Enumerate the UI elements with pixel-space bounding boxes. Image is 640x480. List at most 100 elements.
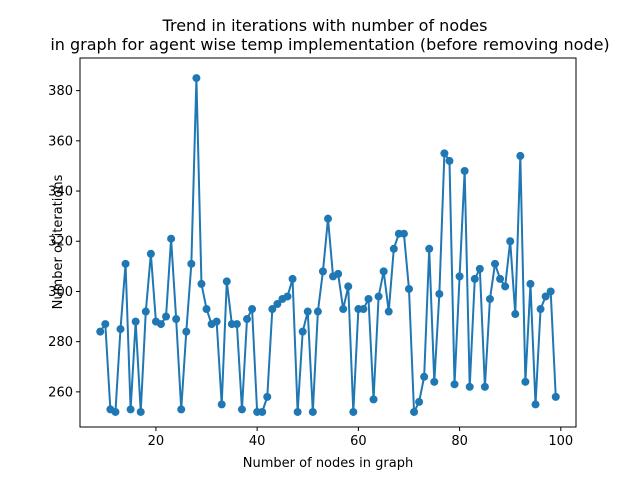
y-tick-label: 360 [48,134,73,149]
data-point [460,166,469,175]
data-point [410,407,419,416]
data-point [475,264,484,273]
data-point [374,292,383,301]
data-point [491,259,500,268]
data-point [243,315,252,324]
plot-frame [79,57,577,428]
data-point [298,327,307,336]
data-point [293,407,302,416]
series-line [99,78,557,416]
data-point [379,267,388,276]
data-point [359,305,368,314]
data-point [308,407,317,416]
data-point [172,315,181,324]
y-tick-label: 300 [48,285,73,300]
chart-title-line2: in graph for agent wise temp implementat… [50,35,609,54]
data-point [273,300,282,308]
data-point [202,305,211,314]
data-point [526,279,535,288]
data-point [485,294,494,303]
data-point [455,272,464,281]
data-point [116,325,125,334]
x-tick-label: 100 [548,434,573,449]
data-point [217,400,226,409]
data-point [440,149,449,158]
y-axis-ticks: 260 280 300 320 340 360 380 [48,84,80,400]
data-point [288,274,297,283]
data-point [450,380,459,389]
y-tick-label: 320 [48,235,73,250]
data-point [404,284,413,293]
x-tick-label: 20 [148,434,165,449]
data-point [248,305,257,314]
data-point [344,282,353,291]
data-point [187,259,196,268]
data-point [268,305,277,314]
data-point [324,214,332,223]
data-point [501,282,510,291]
data-point [126,405,135,414]
data-point [430,377,439,386]
y-tick-label: 280 [48,335,73,350]
data-point [96,327,105,336]
series-points [96,74,560,416]
data-point [167,234,176,243]
data-point [313,307,322,316]
data-point [536,305,545,314]
y-tick-label: 260 [48,385,73,400]
data-point [303,307,312,316]
data-point [435,289,444,298]
data-point [156,320,165,329]
data-point [263,392,272,401]
data-point [141,307,150,316]
data-point [258,407,267,416]
data-point [541,292,550,301]
data-point [177,405,186,414]
data-point [182,327,191,336]
data-point [162,312,171,321]
x-tick-label: 60 [350,434,367,449]
data-point [364,294,373,303]
data-point [339,305,348,314]
x-tick-label: 80 [451,434,468,449]
y-tick-label: 380 [48,84,73,99]
data-point [521,377,530,386]
data-point [121,259,130,268]
data-point [283,292,292,301]
data-point [389,244,398,253]
data-point [131,317,140,326]
data-point [470,274,479,283]
data-point [399,229,408,238]
data-point [546,287,555,296]
data-point [334,269,343,278]
data-point [511,310,520,319]
data-point [212,317,221,326]
x-axis-ticks: 20 40 60 80 100 [148,427,573,449]
data-point [101,320,110,329]
data-point [369,395,378,404]
data-point [445,156,454,165]
data-point [111,407,120,416]
data-point [465,382,474,391]
data-point [480,382,489,391]
data-point [318,267,327,276]
data-point [516,151,525,160]
data-point [222,277,231,286]
y-axis-label: Number of iterations [51,174,66,309]
x-axis-label: Number of nodes in graph [243,456,413,471]
data-point [384,307,393,316]
data-point [192,74,201,83]
y-tick-label: 340 [48,185,73,200]
data-point [349,407,358,416]
data-point [496,274,505,283]
x-tick-label: 40 [249,434,266,449]
data-point [197,279,206,288]
data-point [531,400,540,409]
data-point [551,392,560,401]
data-point [420,372,429,381]
data-point [506,237,515,246]
data-point [232,320,241,329]
chart-title-line1: Trend in iterations with number of nodes [162,16,488,35]
data-point [146,249,155,258]
